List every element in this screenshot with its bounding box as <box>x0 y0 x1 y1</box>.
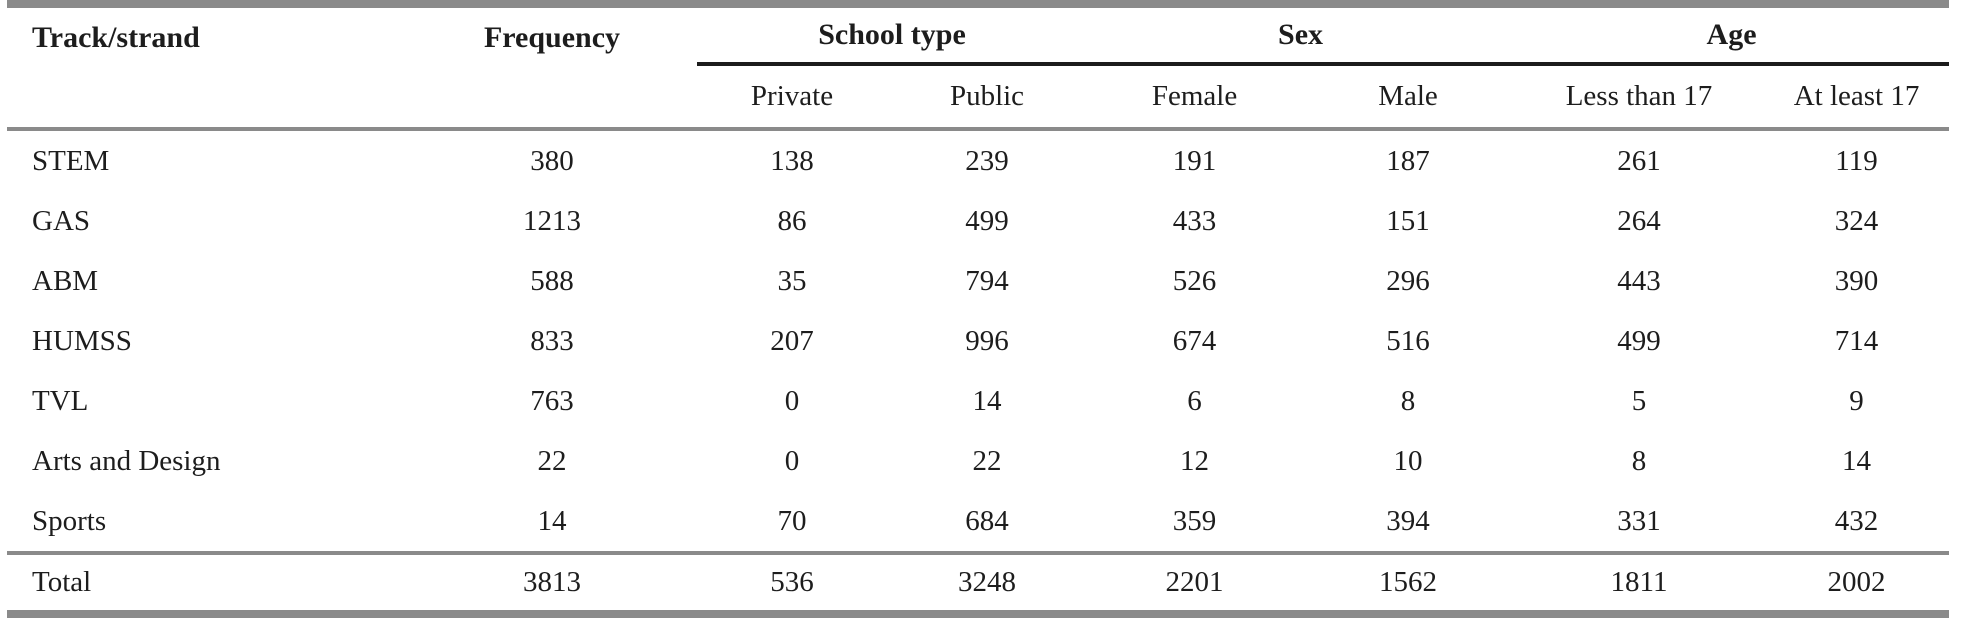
col-header-frequency: Frequency <box>407 4 697 131</box>
cell: 22 <box>537 444 567 477</box>
cell: 22 <box>972 444 1002 477</box>
cell: 3813 <box>407 553 697 618</box>
table-row: Arts and Design 22 0 22 12 10 8 14 <box>7 431 1949 491</box>
table-row: HUMSS 833 207 996 674 516 499 714 <box>7 311 1949 371</box>
cell: 394 <box>1302 491 1515 555</box>
col-header-private: Private <box>697 64 887 131</box>
cell: 119 <box>1835 144 1878 177</box>
cell: 324 <box>1834 204 1879 237</box>
cell: 296 <box>1386 264 1430 297</box>
cell: 187 <box>1386 144 1430 177</box>
cell: 499 <box>965 204 1009 237</box>
cell: 359 <box>1087 491 1303 555</box>
cell: 443 <box>1617 264 1661 297</box>
row-label: TVL <box>32 384 89 417</box>
row-label: Sports <box>7 491 407 555</box>
cell: 14 <box>972 384 1002 417</box>
col-header-at-least-17: At least 17 <box>1764 64 1950 131</box>
cell: 331 <box>1514 491 1765 555</box>
cell: 763 <box>530 384 574 417</box>
cell: 14 <box>1842 444 1872 477</box>
cell: 191 <box>1172 144 1217 177</box>
col-header-public: Public <box>887 64 1088 131</box>
cell: 516 <box>1386 324 1430 357</box>
cell: 1562 <box>1302 553 1515 618</box>
row-label: GAS <box>32 204 91 237</box>
sub-header-row: Private Public Female Male Less than 17 … <box>7 64 1950 131</box>
total-row: Total 3813 536 3248 2201 1562 1811 2002 <box>7 553 1950 618</box>
cell: 433 <box>1172 204 1217 237</box>
cell: 380 <box>530 144 574 177</box>
cell: 2002 <box>1764 553 1950 618</box>
cell: 499 <box>1617 324 1661 357</box>
cell: 138 <box>770 144 814 177</box>
cell: 674 <box>1172 324 1217 357</box>
cell: 588 <box>530 264 574 297</box>
row-label: HUMSS <box>32 324 132 357</box>
group-header-sex: Sex <box>1087 4 1515 66</box>
cell: 35 <box>777 264 807 297</box>
col-header-less-than-17: Less than 17 <box>1514 64 1765 131</box>
cell: 151 <box>1386 204 1430 237</box>
cell: 86 <box>777 204 807 237</box>
row-label: Total <box>7 553 407 618</box>
cell: 833 <box>530 324 574 357</box>
cell: 0 <box>784 444 800 477</box>
cell: 5 <box>1631 384 1647 417</box>
cell: 1213 <box>523 204 581 237</box>
cell: 9 <box>1849 384 1864 417</box>
col-header-female: Female <box>1087 64 1303 131</box>
table-footer: Total 3813 536 3248 2201 1562 1811 2002 <box>7 553 1950 618</box>
cell: 996 <box>965 324 1009 357</box>
cell: 526 <box>1172 264 1217 297</box>
cell: 2201 <box>1087 553 1303 618</box>
cell: 432 <box>1764 491 1950 555</box>
table-body: STEM 380 138 239 191 187 261 119 GAS 1213 86 499 433… <box>7 129 1950 555</box>
group-header-school-type: School type <box>697 4 1088 66</box>
cell: 264 <box>1617 204 1661 237</box>
cell: 536 <box>697 553 887 618</box>
cell: 261 <box>1617 144 1661 177</box>
cell: 794 <box>965 264 1009 297</box>
cell: 8 <box>1631 444 1647 477</box>
table-row: GAS 1213 86 499 433 151 264 324 <box>7 191 1949 251</box>
cell: 684 <box>887 491 1088 555</box>
cell: 10 <box>1393 444 1423 477</box>
cell: 0 <box>784 384 800 417</box>
cell: 239 <box>965 144 1009 177</box>
cell: 390 <box>1834 264 1879 297</box>
group-header-row: Track/strand Frequency School type Sex A… <box>7 4 1950 131</box>
cell: 1811 <box>1514 553 1765 618</box>
row-label: Arts and Design <box>32 444 221 477</box>
cell: 70 <box>697 491 887 555</box>
cell: 714 <box>1834 324 1879 357</box>
table-row: TVL 763 0 14 6 8 5 9 <box>7 371 1949 431</box>
cell: 14 <box>407 491 697 555</box>
col-header-male: Male <box>1302 64 1515 131</box>
cell: 207 <box>770 324 814 357</box>
table-row: STEM 380 138 239 191 187 261 119 <box>7 129 1949 191</box>
row-label: ABM <box>32 264 99 297</box>
table-header: Track/strand Frequency School type Sex A… <box>7 4 1950 131</box>
row-label: STEM <box>32 144 110 177</box>
cell: 12 <box>1180 444 1210 477</box>
table-row: Sports 14 70 684 359 394 331 432 <box>7 491 1950 555</box>
col-header-track-strand: Track/strand <box>7 4 407 131</box>
group-header-age: Age <box>1514 4 1950 66</box>
frequency-table: Track/strand Frequency School type Sex A… <box>7 0 1950 618</box>
cell: 3248 <box>887 553 1088 618</box>
cell: 6 <box>1187 384 1202 417</box>
cell: 8 <box>1400 384 1416 417</box>
table-row: ABM 588 35 794 526 296 443 390 <box>7 251 1949 311</box>
